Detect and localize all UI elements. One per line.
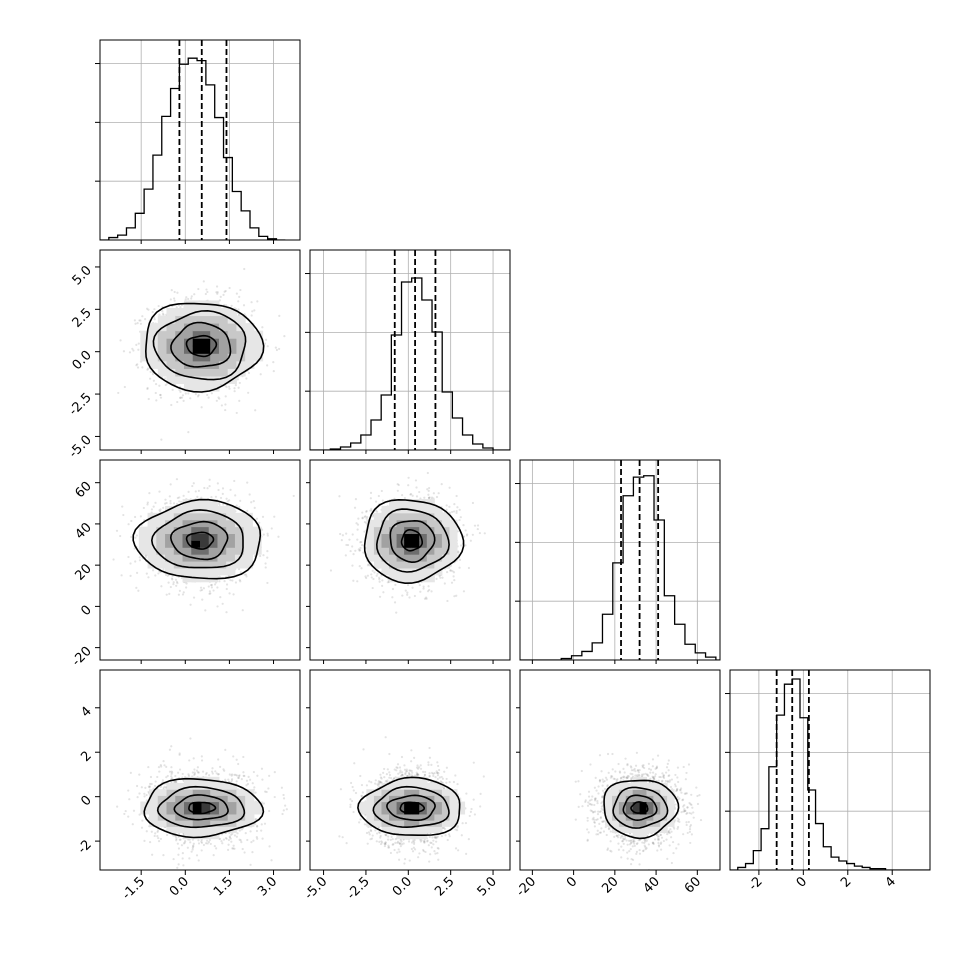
scatter-panel-3-2: [519, 669, 721, 871]
density-shading: [605, 776, 675, 840]
scatter-panel-2-1: [309, 459, 511, 661]
scatter-panel-2-0: [99, 459, 301, 661]
scatter-panel-1-0: [99, 249, 301, 451]
contour-line-2: [612, 786, 669, 829]
y-tick-label-1-1: -2.5: [66, 390, 95, 419]
contour-line-3: [132, 498, 262, 580]
y-tick-label-2-0: -20: [69, 644, 95, 670]
y-tick-label-3-1: 0: [78, 793, 94, 809]
x-tick-label-3-2: 2: [838, 874, 854, 890]
panel-frame: [309, 249, 511, 451]
y-tick-label-1-3: 2.5: [70, 306, 95, 331]
histogram-outline-0: [100, 57, 286, 240]
x-tick-label-3-1: 0: [794, 874, 810, 890]
histogram-grid-1: [310, 250, 510, 450]
y-tick-label-2-3: 40: [73, 520, 95, 542]
histogram-outline-2: [520, 475, 720, 660]
y-tick-label-1-4: 5.0: [70, 263, 95, 288]
x-tick-label-2-1: 0: [564, 874, 580, 890]
scatter-panel-3-1: [309, 669, 511, 871]
panel-frame: [99, 249, 301, 451]
density-shading: [358, 776, 466, 840]
x-tick-label-2-0: -20: [514, 874, 540, 900]
histogram-panel-3: [725, 669, 931, 871]
panel-frame: [99, 459, 301, 661]
y-tick-label-3-3: 4: [78, 704, 94, 720]
contour-line-0: [188, 801, 217, 815]
histogram-panel-2: [515, 459, 721, 661]
contour-line-2: [375, 508, 450, 573]
contour-line-1: [622, 794, 658, 822]
histogram-panel-1: [305, 249, 511, 451]
contour-line-0: [185, 531, 215, 550]
contour-line-2: [156, 785, 246, 829]
x-tick-label-1-4: 5.0: [475, 874, 500, 899]
contour-line-3: [603, 779, 680, 840]
contour-line-2: [372, 785, 450, 829]
x-tick-label-3-0: -2: [746, 874, 766, 894]
x-tick-label-1-0: -5.0: [302, 874, 331, 903]
contour-line-0: [400, 529, 423, 552]
panel-frame: [309, 669, 511, 871]
x-tick-label-0-2: 1.5: [211, 874, 236, 899]
contour-line-3: [357, 776, 461, 836]
histogram-outline-3: [730, 678, 930, 870]
contour-line-0: [399, 801, 425, 815]
y-tick-label-3-2: 2: [78, 748, 94, 764]
x-tick-label-3-3: 4: [883, 874, 899, 890]
x-tick-label-2-4: 60: [682, 874, 704, 896]
x-tick-label-1-2: 0.0: [390, 874, 415, 899]
contour-line-1: [389, 519, 436, 564]
panel-frame: [519, 459, 721, 661]
histogram-grid-3: [730, 670, 930, 870]
contour-line-0: [185, 334, 218, 358]
histogram-grid-0: [100, 40, 300, 240]
density-shading: [366, 499, 458, 583]
contour-line-3: [143, 777, 265, 839]
contour-line-1: [169, 520, 229, 561]
histogram-outline-1: [310, 277, 510, 450]
x-tick-label-2-3: 40: [641, 874, 663, 896]
y-tick-label-2-1: 0: [78, 603, 94, 619]
y-tick-label-1-0: -5.0: [66, 433, 95, 462]
y-tick-label-1-2: 0.0: [70, 348, 95, 373]
x-tick-label-0-1: 0.0: [167, 874, 192, 899]
panel-frame: [729, 669, 931, 871]
contour-line-1: [386, 794, 436, 821]
contour-line-2: [150, 509, 244, 569]
contour-line-3: [363, 498, 465, 585]
panel-frame: [309, 459, 511, 661]
panel-frame: [99, 39, 301, 241]
y-tick-label-2-4: 60: [73, 479, 95, 501]
x-tick-label-0-0: -1.5: [119, 874, 148, 903]
scatter-panel-3-0: [99, 669, 301, 871]
panel-frame: [519, 669, 721, 871]
contour-line-1: [170, 321, 232, 368]
histogram-panel-0: [95, 39, 301, 241]
y-tick-label-2-2: 20: [73, 561, 95, 583]
y-tick-label-3-0: -2: [75, 837, 95, 857]
x-tick-label-1-1: -2.5: [344, 874, 373, 903]
x-tick-label-2-2: 20: [599, 874, 621, 896]
histogram-grid-2: [520, 460, 720, 660]
x-tick-label-1-3: 2.5: [432, 874, 457, 899]
contour-line-2: [152, 309, 247, 381]
contour-line-3: [144, 302, 265, 393]
panel-frame: [99, 669, 301, 871]
contour-line-0: [630, 801, 649, 814]
x-tick-label-0-3: 3.0: [255, 874, 280, 899]
contour-line-1: [173, 794, 229, 821]
